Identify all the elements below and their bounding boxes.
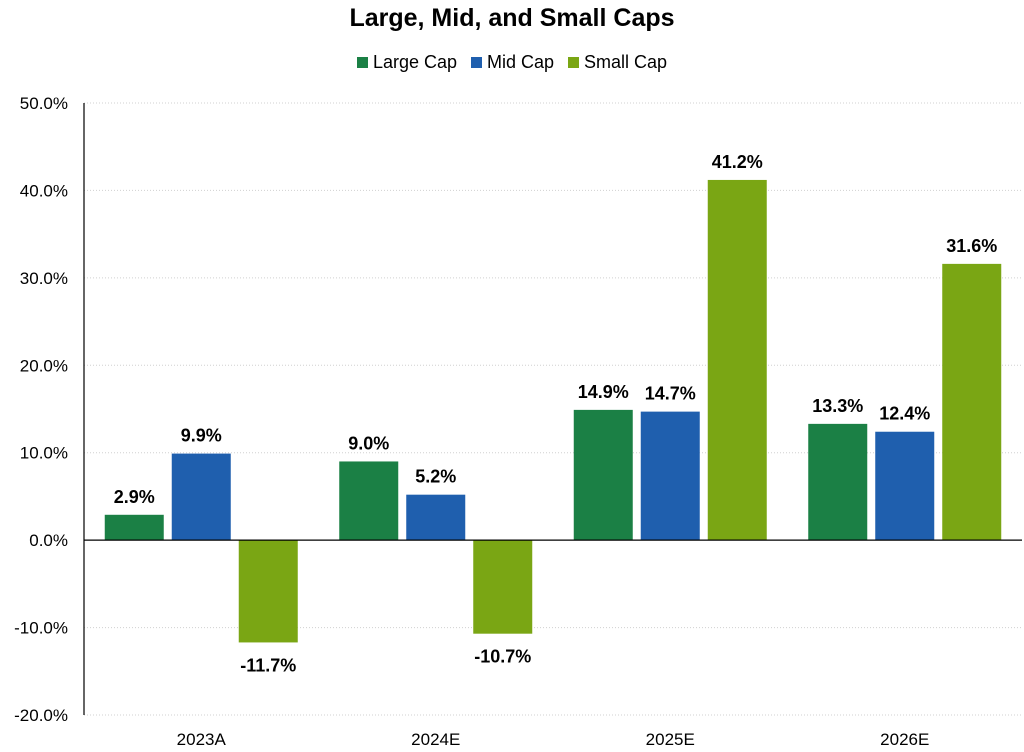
legend-label-mid-cap: Mid Cap bbox=[487, 52, 555, 72]
data-label: -10.7% bbox=[474, 647, 531, 667]
data-label: 41.2% bbox=[712, 152, 763, 172]
bar bbox=[171, 453, 231, 541]
bar bbox=[640, 411, 700, 541]
bar bbox=[473, 540, 533, 634]
data-label: 2.9% bbox=[114, 487, 155, 507]
data-label: 9.9% bbox=[181, 426, 222, 446]
y-tick-label: 50.0% bbox=[20, 94, 68, 113]
y-tick-label: -20.0% bbox=[14, 706, 68, 725]
bar bbox=[104, 514, 164, 541]
legend-item-mid-cap: Mid Cap bbox=[471, 52, 554, 73]
data-label: 13.3% bbox=[812, 396, 863, 416]
axes: -20.0% -10.0% 0.0% 10.0% 20.0% 30.0% 40.0% 50.0… bbox=[14, 94, 1022, 749]
chart-title: Large, Mid, and Small Caps bbox=[349, 4, 675, 32]
bars bbox=[104, 179, 1002, 643]
x-tick-label: 2023A bbox=[177, 730, 227, 749]
y-tick-label: 40.0% bbox=[20, 181, 68, 200]
data-label: 14.9% bbox=[578, 382, 629, 402]
bar bbox=[573, 409, 633, 541]
legend-label-small-cap: Small Cap bbox=[584, 52, 668, 72]
y-tick-label: 20.0% bbox=[20, 356, 68, 375]
legend-swatch-small-cap bbox=[568, 57, 580, 68]
bar bbox=[942, 263, 1002, 541]
legend-swatch-large-cap bbox=[356, 57, 368, 68]
legend-item-small-cap: Small Cap bbox=[568, 52, 667, 73]
data-label: -11.7% bbox=[240, 655, 296, 675]
y-tick-label: 30.0% bbox=[20, 269, 68, 288]
data-label: 9.0% bbox=[348, 433, 389, 453]
x-tick-label: 2024E bbox=[411, 730, 460, 749]
bar bbox=[808, 423, 868, 541]
legend-item-large-cap: Large Cap bbox=[356, 52, 457, 73]
x-tick-label: 2025E bbox=[646, 730, 695, 749]
data-labels: 2.9% 9.9% -11.7% 9.0% 5.2% -10.7% 14.9% 14.7% 41… bbox=[114, 152, 998, 675]
y-tick-label: 10.0% bbox=[20, 444, 68, 463]
bar bbox=[406, 494, 466, 541]
data-label: 14.7% bbox=[645, 384, 696, 404]
bar bbox=[339, 461, 399, 541]
data-label: 5.2% bbox=[415, 467, 456, 487]
legend: Large Cap Mid Cap Small Cap bbox=[0, 52, 1024, 73]
legend-label-large-cap: Large Cap bbox=[372, 52, 457, 72]
legend-swatch-mid-cap bbox=[471, 57, 482, 68]
data-label: 31.6% bbox=[946, 236, 997, 256]
y-tick-label: 0.0% bbox=[29, 531, 68, 550]
data-label: 12.4% bbox=[879, 404, 930, 424]
bar bbox=[707, 179, 767, 541]
bar bbox=[875, 431, 935, 541]
bar bbox=[238, 540, 298, 643]
x-tick-label: 2026E bbox=[880, 730, 929, 749]
y-tick-label: -10.0% bbox=[14, 619, 68, 638]
